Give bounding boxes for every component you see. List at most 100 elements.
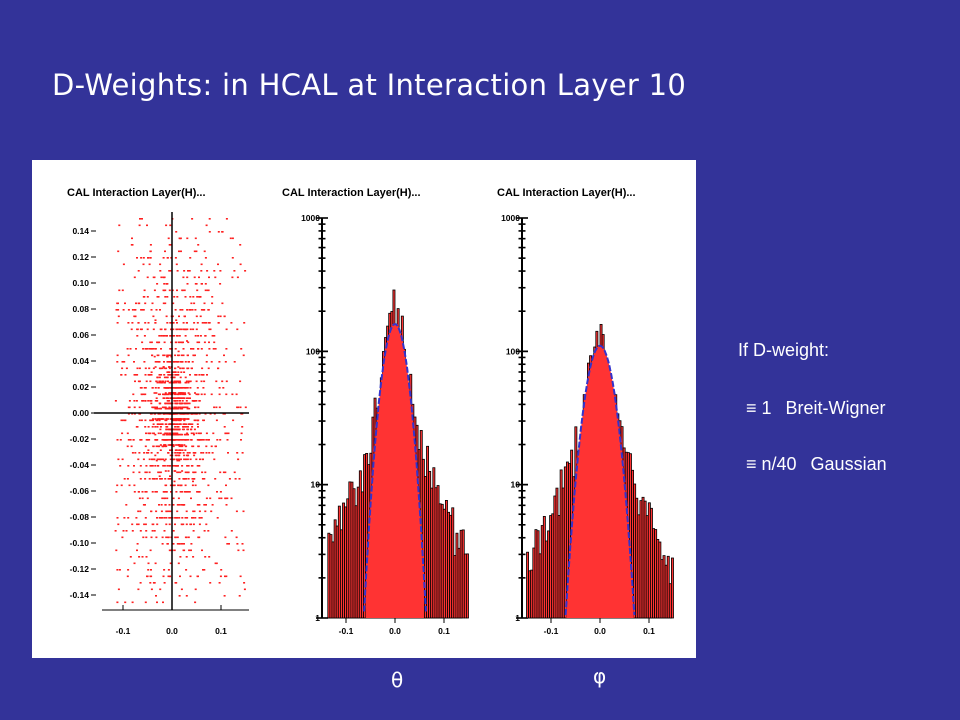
scatter-point: [175, 418, 178, 420]
scatter-point: [193, 510, 196, 513]
scatter-point: [166, 371, 169, 373]
scatter-point: [172, 407, 175, 410]
scatter-point: [169, 381, 172, 384]
scatter-point: [152, 418, 154, 420]
scatter-point: [195, 458, 198, 461]
scatter-y-tick-label: -0.14: [70, 590, 90, 600]
scatter-point: [133, 562, 136, 565]
scatter-point: [171, 484, 174, 487]
scatter-point: [197, 445, 200, 448]
scatter-point: [155, 491, 158, 493]
scatter-point: [184, 458, 187, 461]
scatter-point: [215, 406, 218, 409]
scatter-point: [164, 289, 167, 292]
scatter-point: [176, 380, 179, 383]
scatter-point: [163, 413, 166, 415]
scatter-point: [206, 374, 208, 376]
scatter-point: [167, 393, 170, 396]
scatter-point: [164, 328, 167, 331]
scatter-point: [175, 458, 178, 461]
phi-axis-symbol: φ: [593, 664, 607, 688]
scatter-point: [164, 250, 166, 253]
scatter-point: [184, 393, 187, 396]
scatter-point: [204, 510, 207, 513]
scatter-point: [180, 445, 183, 448]
scatter-point: [159, 402, 162, 405]
scatter-point: [230, 530, 233, 532]
scatter-point: [142, 458, 145, 461]
scatter-point: [156, 283, 159, 285]
scatter-point: [185, 381, 188, 384]
scatter-point: [177, 562, 180, 565]
scatter-point: [219, 315, 222, 318]
scatter-point: [182, 413, 185, 415]
scatter-point: [184, 478, 187, 480]
scatter-point: [200, 263, 203, 266]
scatter-point: [151, 387, 154, 389]
scatter-point: [233, 270, 236, 272]
theta-axis-symbol: θ: [391, 668, 404, 692]
scatter-point: [150, 371, 153, 373]
hist-core-fill: [365, 324, 424, 618]
scatter-point: [117, 458, 120, 461]
scatter-point: [169, 354, 172, 357]
scatter-point: [169, 517, 172, 519]
scatter-point: [191, 423, 194, 425]
scatter-point: [152, 315, 155, 318]
scatter-point: [131, 601, 134, 604]
scatter-point: [191, 218, 194, 220]
scatter-point: [192, 523, 195, 526]
scatter-point: [154, 439, 157, 441]
scatter-point: [188, 549, 191, 552]
scatter-point: [168, 289, 171, 292]
scatter-point: [164, 478, 167, 480]
scatter-point: [162, 575, 165, 578]
scatter-point: [244, 406, 247, 409]
scatter-point: [137, 491, 140, 493]
scatter-point: [183, 444, 186, 446]
scatter-point: [186, 517, 189, 519]
scatter-point: [225, 484, 227, 487]
scatter-point: [154, 361, 157, 363]
scatter-point: [182, 392, 184, 394]
scatter-point: [223, 426, 226, 428]
scatter-point: [139, 328, 142, 331]
scatter-point: [169, 335, 172, 337]
scatter-y-tick-label: -0.06: [70, 486, 90, 496]
hist-y-tick-label: 1: [315, 613, 320, 623]
scatter-point: [207, 530, 210, 532]
scatter-point: [221, 380, 224, 383]
scatter-point: [176, 452, 179, 454]
scatter-point: [219, 575, 222, 578]
scatter-point: [158, 380, 161, 383]
scatter-point: [159, 478, 162, 480]
scatter-point: [179, 413, 182, 415]
scatter-point: [189, 387, 192, 389]
scatter-point: [162, 433, 165, 436]
scatter-point: [179, 237, 182, 240]
scatter-point: [186, 432, 189, 435]
scatter-point: [142, 309, 145, 311]
scatter-point: [169, 418, 172, 420]
scatter-point: [159, 393, 161, 396]
scatter-point: [151, 491, 154, 493]
scatter-point: [174, 536, 177, 539]
scatter-point: [134, 309, 137, 311]
scatter-point: [126, 575, 129, 578]
scatter-point: [164, 445, 167, 448]
scatter-point: [183, 418, 186, 420]
scatter-point: [183, 371, 186, 373]
scatter-point: [183, 392, 186, 394]
scatter-point: [164, 381, 166, 384]
scatter-point: [166, 355, 169, 358]
scatter-point: [114, 400, 117, 402]
scatter-point: [167, 439, 169, 441]
scatter-point: [174, 309, 177, 311]
scatter-point: [220, 497, 223, 500]
scatter-point: [198, 517, 201, 519]
scatter-point: [167, 452, 170, 454]
scatter-point: [218, 497, 221, 500]
scatter-point: [205, 504, 207, 506]
scatter-point: [178, 328, 181, 331]
scatter-point: [193, 322, 196, 324]
